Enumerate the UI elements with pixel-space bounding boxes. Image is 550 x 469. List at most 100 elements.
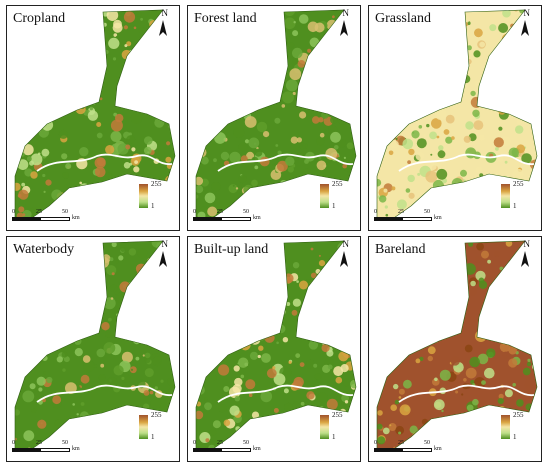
- raster-patch: [340, 68, 344, 72]
- raster-patch: [99, 201, 104, 206]
- raster-patch: [22, 31, 26, 35]
- raster-patch: [481, 309, 493, 321]
- raster-patch: [245, 332, 253, 340]
- raster-patch: [238, 431, 247, 440]
- raster-patch: [345, 84, 356, 96]
- raster-patch: [314, 22, 325, 33]
- raster-patch: [72, 187, 80, 194]
- legend: 255 1: [320, 180, 346, 216]
- raster-patch: [73, 248, 80, 255]
- raster-patch: [157, 48, 166, 57]
- legend-max: 255: [513, 411, 524, 419]
- raster-patch: [428, 249, 434, 254]
- raster-patch: [171, 339, 175, 346]
- raster-patch: [444, 100, 447, 102]
- raster-patch: [48, 100, 54, 106]
- raster-patch: [486, 348, 496, 358]
- raster-patch: [18, 91, 25, 97]
- raster-patch: [348, 412, 354, 417]
- legend-min: 1: [513, 202, 517, 210]
- raster-patch: [87, 268, 90, 271]
- raster-patch: [214, 284, 225, 295]
- raster-patch: [218, 46, 225, 53]
- raster-patch: [529, 190, 537, 199]
- raster-patch: [301, 437, 309, 445]
- raster-patch: [289, 185, 296, 192]
- raster-patch: [400, 39, 408, 46]
- raster-patch: [292, 91, 296, 96]
- raster-patch: [401, 286, 412, 298]
- raster-patch: [332, 15, 335, 19]
- raster-patch: [443, 129, 450, 135]
- raster-patch: [92, 421, 98, 426]
- raster-patch: [477, 182, 486, 190]
- raster-patch: [320, 303, 331, 313]
- legend-colorbar: [320, 184, 329, 208]
- scale-tick-25: 25: [217, 209, 223, 215]
- raster-patch: [105, 145, 115, 155]
- raster-patch: [382, 57, 394, 70]
- raster-patch: [236, 275, 241, 279]
- north-label: N: [342, 239, 350, 249]
- legend-max: 255: [513, 180, 524, 188]
- raster-patch: [204, 192, 216, 204]
- raster-patch: [532, 171, 537, 180]
- region-outline: [195, 9, 357, 221]
- raster-patch: [29, 67, 32, 71]
- raster-patch: [80, 402, 85, 406]
- raster-patch: [134, 160, 138, 165]
- raster-patch: [481, 75, 493, 87]
- raster-patch: [157, 337, 165, 345]
- raster-patch: [430, 418, 440, 428]
- raster-patch: [54, 419, 63, 428]
- raster-patch: [253, 324, 259, 329]
- raster-patch: [63, 356, 70, 363]
- raster-patch: [136, 11, 142, 17]
- raster-patch: [413, 44, 421, 52]
- raster-patch: [62, 317, 70, 325]
- raster-patch: [432, 378, 440, 386]
- raster-patch: [69, 42, 79, 52]
- raster-patch: [473, 120, 484, 130]
- raster-patch: [26, 156, 32, 162]
- raster-patch: [25, 101, 38, 114]
- raster-patch: [347, 318, 354, 326]
- raster-patch: [497, 155, 504, 163]
- raster-patch: [119, 414, 129, 424]
- raster-patch: [19, 287, 31, 299]
- raster-patch: [15, 153, 20, 160]
- raster-patch: [125, 144, 131, 150]
- raster-patch: [228, 184, 238, 194]
- raster-patch: [388, 115, 400, 128]
- raster-patch: [116, 210, 127, 220]
- raster-patch: [502, 351, 510, 359]
- raster-patch: [474, 377, 486, 389]
- legend: 255 1: [139, 411, 165, 447]
- raster-patch: [449, 56, 458, 65]
- raster-patch: [15, 98, 28, 111]
- raster-patch: [203, 347, 209, 353]
- raster-patch: [108, 317, 112, 322]
- raster-patch: [56, 82, 68, 94]
- raster-patch: [254, 148, 263, 157]
- raster-patch: [394, 399, 400, 405]
- raster-patch: [308, 340, 319, 350]
- raster-patch: [118, 255, 124, 261]
- raster-patch: [497, 56, 507, 66]
- raster-patch: [103, 342, 116, 354]
- raster-patch: [82, 355, 91, 363]
- raster-patch: [282, 91, 294, 104]
- raster-patch: [153, 278, 164, 289]
- raster-patch: [256, 25, 260, 30]
- raster-patch: [497, 397, 504, 405]
- map-panel: Bareland N 255 1 0 25 50 km: [368, 236, 542, 462]
- raster-patch: [123, 304, 128, 309]
- raster-patch: [498, 23, 509, 33]
- raster-patch: [129, 326, 139, 336]
- raster-patch: [519, 95, 525, 102]
- raster-patch: [258, 87, 265, 94]
- raster-patch: [220, 151, 230, 161]
- raster-patch: [528, 330, 537, 341]
- raster-patch: [342, 87, 350, 95]
- raster-patch: [408, 108, 420, 119]
